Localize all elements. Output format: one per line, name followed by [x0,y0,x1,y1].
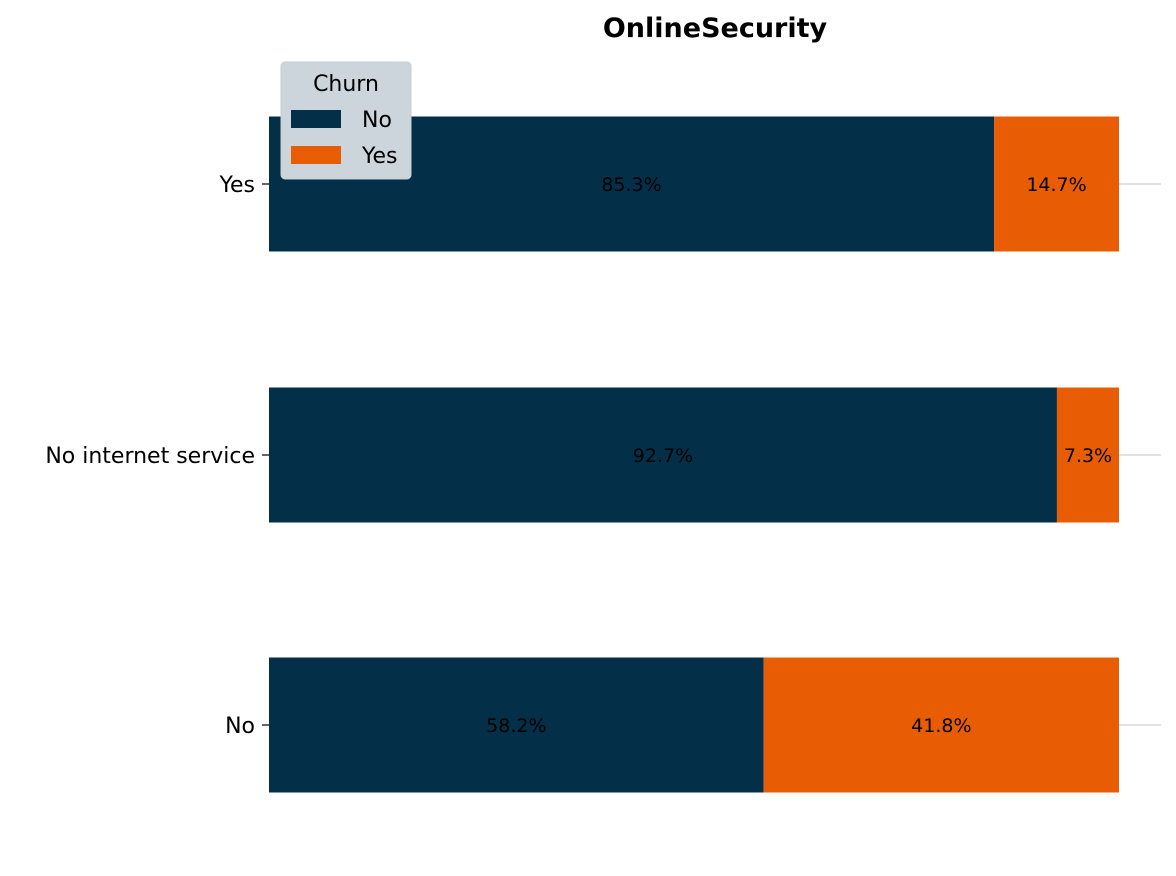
y-axis: No No internet service Yes [45,173,1161,739]
legend-swatch [291,110,341,128]
bar-segment [1056,387,1119,523]
bar-segment [994,116,1119,252]
bar-segment [269,657,764,793]
legend: Churn No Yes [280,61,412,180]
bar-data-label: 14.7% [1026,174,1086,196]
bar-data-label: 58.2% [486,715,546,737]
y-tick-label: Yes [218,173,255,198]
bar-data-label: 85.3% [601,174,661,196]
bar-data-label: 7.3% [1064,445,1112,467]
bars-layer: 58.2% 41.8% 92.7% 7.3% 85.3% 14.7% [269,116,1119,793]
y-tick-label: No internet service [45,444,255,469]
bar-segment [763,657,1119,793]
legend-label: No [362,108,392,133]
bar-data-label: 41.8% [911,715,971,737]
legend-swatch [291,146,341,164]
bar-segment [269,387,1057,523]
bar-data-label: 92.7% [633,445,693,467]
legend-title: Churn [313,72,379,97]
y-tick-label: No [225,714,255,739]
chart-title: OnlineSecurity [603,13,828,44]
legend-label: Yes [361,144,398,169]
